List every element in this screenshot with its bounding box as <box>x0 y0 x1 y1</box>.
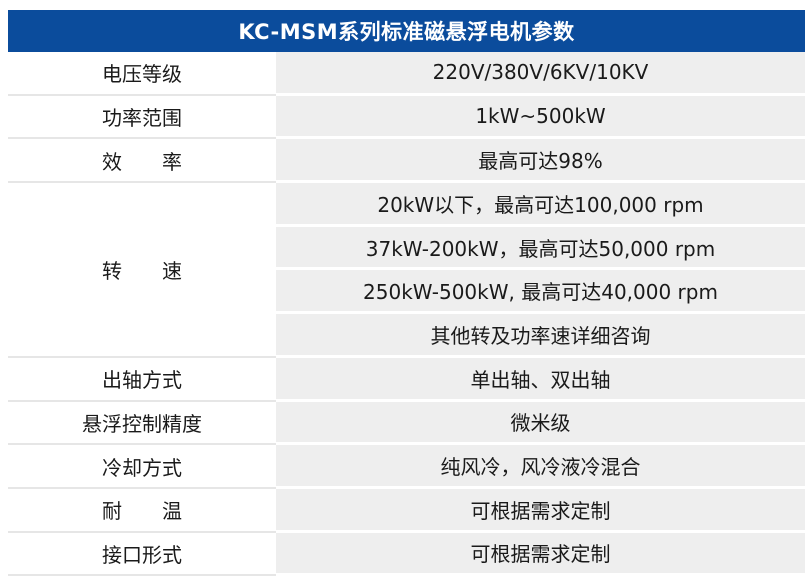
motor-parameter-table: KC-MSM系列标准磁悬浮电机参数 电压等级 220V/380V/6KV/10KV… <box>8 10 805 577</box>
row-label: 耐 温 <box>8 488 276 533</box>
row-label: 电压等级 <box>8 52 276 96</box>
row-value: 单出轴、双出轴 <box>276 357 805 402</box>
row-values: 220V/380V/6KV/10KV <box>276 52 805 96</box>
row-label: 悬浮控制精度 <box>8 401 276 446</box>
row-label: 效 率 <box>8 139 276 184</box>
row-values: 可根据需求定制 <box>276 488 805 533</box>
row-value: 最高可达98% <box>276 139 805 184</box>
table-title: KC-MSM系列标准磁悬浮电机参数 <box>8 10 805 52</box>
row-value: 其他转及功率速详细咨询 <box>276 314 805 358</box>
row-label: 冷却方式 <box>8 445 276 489</box>
row-values: 20kW以下，最高可达100,000 rpm 37kW-200kW，最高可达50,… <box>276 183 805 358</box>
row-value: 可根据需求定制 <box>276 488 805 533</box>
row-value: 可根据需求定制 <box>276 532 805 577</box>
row-label: 接口形式 <box>8 532 276 577</box>
row-value: 1kW~500kW <box>276 95 805 140</box>
row-value: 20kW以下，最高可达100,000 rpm <box>276 183 805 227</box>
row-values: 最高可达98% <box>276 139 805 184</box>
row-label: 功率范围 <box>8 95 276 140</box>
row-values: 微米级 <box>276 401 805 446</box>
row-values: 可根据需求定制 <box>276 532 805 577</box>
row-label: 出轴方式 <box>8 357 276 402</box>
row-value: 37kW-200kW，最高可达50,000 rpm <box>276 226 805 271</box>
row-value: 220V/380V/6KV/10KV <box>276 52 805 96</box>
row-value: 纯风冷，风冷液冷混合 <box>276 445 805 489</box>
row-value: 微米级 <box>276 401 805 446</box>
row-values: 单出轴、双出轴 <box>276 357 805 402</box>
row-label: 转 速 <box>8 183 276 358</box>
row-values: 纯风冷，风冷液冷混合 <box>276 445 805 489</box>
row-value: 250kW-500kW, 最高可达40,000 rpm <box>276 270 805 315</box>
row-values: 1kW~500kW <box>276 95 805 140</box>
table-body: 电压等级 220V/380V/6KV/10KV 功率范围 1kW~500kW 效 率最高… <box>8 52 805 577</box>
